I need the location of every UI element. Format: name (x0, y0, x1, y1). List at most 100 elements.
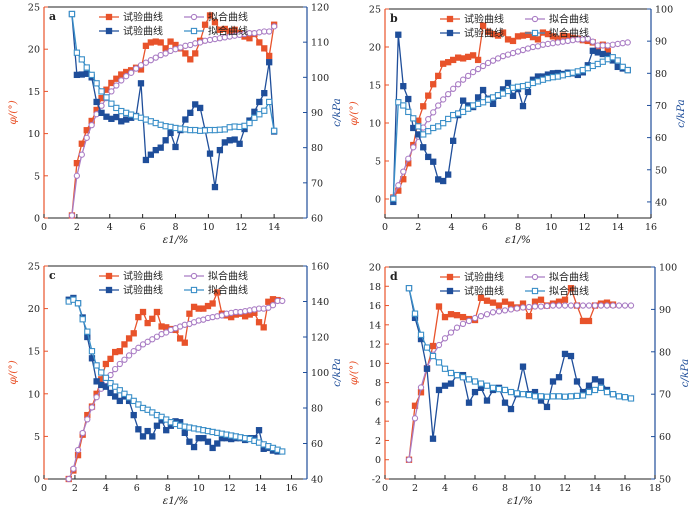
legend-marker (190, 13, 198, 21)
right-tick-label: 90 (311, 108, 323, 119)
data-point (144, 338, 151, 345)
data-point (108, 88, 115, 95)
data-point (489, 384, 497, 391)
data-point (573, 378, 581, 385)
legend-label: 拟合曲线 (549, 27, 589, 40)
data-point (585, 302, 593, 309)
data-point (525, 312, 533, 320)
data-point (525, 303, 533, 311)
data-point (147, 57, 154, 64)
data-point (255, 319, 263, 326)
x-tick-label: 18 (649, 483, 661, 494)
data-point (206, 12, 214, 19)
data-point (603, 302, 611, 309)
data-point (495, 302, 503, 309)
data-point (450, 111, 457, 119)
data-point (453, 371, 461, 379)
data-point (447, 380, 455, 387)
data-point (135, 401, 142, 408)
data-point (489, 309, 497, 316)
data-point (573, 302, 581, 309)
data-point (266, 28, 273, 35)
data-point (425, 128, 432, 135)
data-point (121, 390, 128, 397)
data-point (454, 81, 462, 88)
x-tick-label: 0 (41, 222, 47, 233)
series-c_fit (68, 10, 278, 134)
data-point (464, 72, 472, 80)
data-point (619, 63, 626, 71)
data-point (98, 88, 105, 95)
x-tick-label: 4 (442, 483, 448, 494)
x-tick-label: 12 (559, 483, 571, 494)
data-point (93, 98, 100, 106)
data-point (534, 36, 542, 43)
data-point (614, 40, 621, 48)
data-point (459, 97, 467, 104)
data-point (113, 82, 120, 89)
data-point (108, 79, 115, 87)
data-point (400, 102, 407, 109)
data-point (579, 66, 586, 74)
data-point (459, 374, 467, 381)
left-tick-label: 4 (375, 417, 381, 428)
left-tick-label: 25 (28, 262, 40, 273)
right-tick-label: 60 (659, 432, 671, 443)
data-point (395, 31, 402, 38)
right-tick-label: 140 (311, 297, 329, 308)
data-point (423, 365, 431, 372)
data-point (420, 144, 427, 151)
data-point (265, 304, 272, 311)
data-point (435, 303, 443, 310)
data-point (216, 146, 224, 154)
data-point (192, 50, 199, 57)
data-point (430, 81, 437, 88)
left-axis-label: φ/(°) (348, 361, 360, 385)
left-tick-label: 5 (34, 432, 40, 443)
legend-marker (105, 13, 113, 21)
data-point (410, 144, 417, 151)
right-tick-label: 70 (659, 390, 671, 401)
legend-label: 拟合曲线 (208, 270, 248, 283)
data-point (98, 109, 105, 117)
x-tick-label: 2 (412, 483, 418, 494)
data-point (585, 388, 593, 396)
data-point (435, 72, 442, 80)
legend-marker (190, 286, 198, 294)
series-phi_fit (68, 23, 278, 219)
data-point (483, 311, 491, 318)
data-point (504, 79, 512, 87)
x-tick-label: 4 (448, 222, 454, 233)
data-point (135, 426, 142, 433)
data-point (256, 29, 263, 36)
data-point (206, 150, 214, 157)
data-point (152, 54, 159, 61)
data-point (504, 51, 512, 58)
data-point (144, 319, 151, 327)
data-point (499, 52, 507, 60)
x-tick-label: 2 (72, 483, 78, 494)
data-point (554, 73, 562, 80)
data-point (513, 390, 521, 397)
data-point (83, 64, 90, 71)
right-tick-label: 50 (655, 165, 667, 176)
data-point (231, 26, 238, 33)
data-point (603, 388, 611, 396)
data-point (270, 23, 278, 30)
data-point (417, 384, 425, 391)
panel-letter: d (390, 270, 398, 283)
left-tick-label: 16 (369, 301, 381, 312)
data-point (615, 393, 623, 400)
data-point (591, 302, 599, 309)
legend-label: 试验曲线 (123, 25, 163, 38)
data-point (108, 100, 115, 107)
legend-label: 试验曲线 (464, 285, 504, 298)
x-tick-label: 4 (103, 483, 109, 494)
right-tick-label: 90 (655, 37, 667, 48)
data-point (469, 52, 477, 59)
left-tick-label: 20 (28, 304, 40, 315)
data-point (162, 50, 169, 57)
legend-marker (531, 15, 539, 23)
data-point (440, 177, 447, 185)
